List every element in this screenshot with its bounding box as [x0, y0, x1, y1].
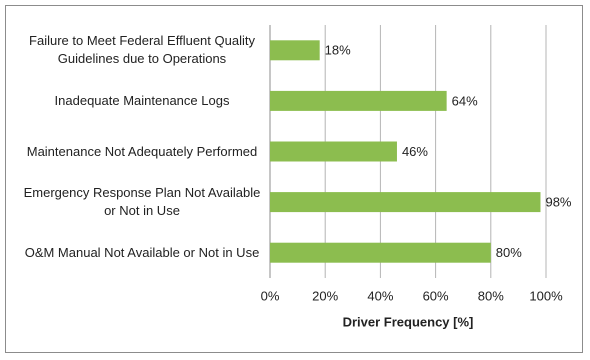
y-tick-label: Failure to Meet Federal Effluent Quality… [29, 33, 255, 67]
bar [270, 40, 320, 61]
y-tick-label: Maintenance Not Adequately Performed [26, 143, 258, 159]
bar [270, 90, 447, 111]
chart-border [5, 5, 583, 353]
value-label: 98% [545, 195, 571, 210]
y-tick-label: O&M Manual Not Available or Not in Use [24, 244, 260, 260]
x-axis-title: Driver Frequency [%] [343, 314, 474, 329]
x-tick-label: 40% [367, 288, 393, 303]
x-tick-label: 0% [261, 288, 280, 303]
bar [270, 242, 491, 263]
y-tick-label: Emergency Response Plan Not Available or… [23, 185, 261, 219]
x-tick-label: 80% [478, 288, 504, 303]
value-label: 46% [402, 144, 428, 159]
value-label: 18% [325, 43, 351, 58]
y-tick-label: Inadequate Maintenance Logs [54, 92, 230, 108]
value-label: 80% [496, 245, 522, 260]
bar [270, 141, 397, 162]
x-tick-label: 60% [423, 288, 449, 303]
x-tick-label: 20% [312, 288, 338, 303]
value-label: 64% [452, 93, 478, 108]
x-tick-label: 100% [529, 288, 563, 303]
bar [270, 192, 541, 213]
